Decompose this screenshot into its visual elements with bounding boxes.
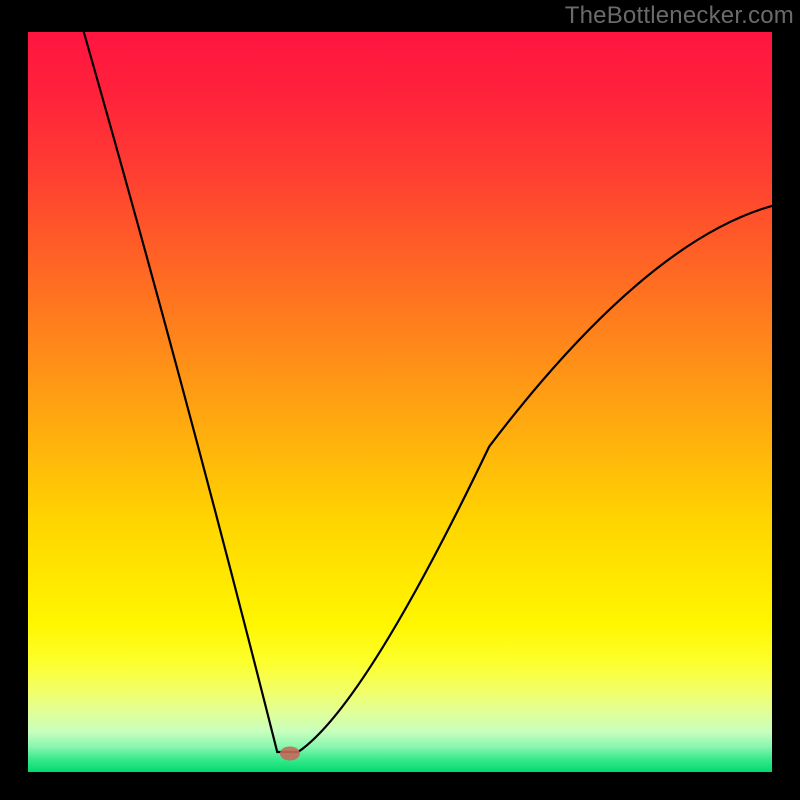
- gradient-rect: [28, 32, 772, 772]
- watermark-text: TheBottlenecker.com: [565, 0, 800, 30]
- chart-stage: TheBottlenecker.com: [0, 0, 800, 800]
- chart-background-gradient: [0, 0, 800, 800]
